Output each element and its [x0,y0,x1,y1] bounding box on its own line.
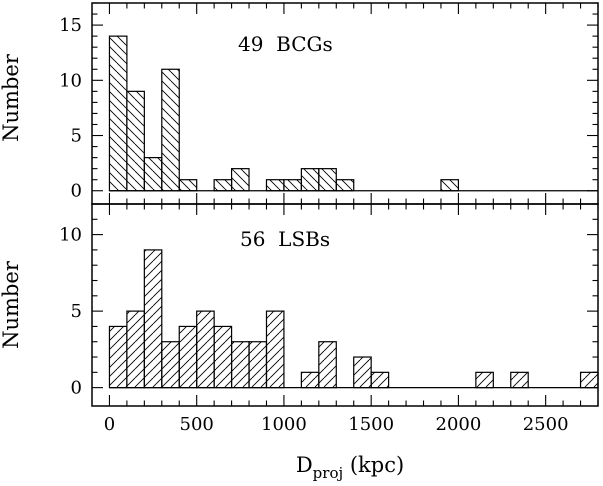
histogram-bar [300,168,320,192]
histogram-bar [475,371,494,389]
histogram-bar [318,341,337,389]
histogram-bar [108,325,128,389]
histogram-bar [230,341,250,389]
histogram-bar [178,325,198,389]
histogram-bar [353,356,372,389]
histogram-bar [196,310,215,389]
x-axis-label-subscript: proj [313,464,343,482]
x-axis-label-unit: (kpc) [350,453,404,477]
histogram-bar [265,179,285,192]
histogram-bar [213,179,233,192]
plot-frame [91,203,599,407]
histogram-bar [335,179,355,192]
histogram-bar [318,168,337,192]
x-tick-label: 2000 [436,414,482,435]
histogram-bar [126,310,145,389]
y-tick-label: 10 [59,70,82,91]
x-axis-label-main: D [296,453,313,477]
x-axis-label: Dproj (kpc) [296,453,404,482]
histogram-bar [178,179,198,192]
lsb-sample-label: 56 LSBs [240,227,330,251]
histogram-bar [579,371,599,389]
histogram-bar [230,168,250,192]
y-tick-label: 10 [59,225,82,246]
x-tick-label: 2500 [523,414,569,435]
histogram-bar [143,249,163,389]
histogram-bar [283,179,302,192]
histogram-bar [440,179,460,192]
histogram-bar [213,325,233,389]
top-y-axis-label: Number [0,53,23,142]
histogram-bar [143,157,163,192]
histogram-bar [370,371,390,389]
x-tick-label: 0 [104,414,115,435]
histogram-bar [161,68,180,192]
x-tick-label: 1500 [348,414,394,435]
bottom-histogram-panel: 0 5 10 0 500 1000 1500 2000 2500 [59,203,599,435]
histogram-bar [265,310,285,389]
histogram-bar [300,371,320,389]
histogram-bar [108,35,128,192]
histogram-bar [161,341,180,389]
histogram-bar [126,90,145,192]
y-tick-label: 0 [71,181,82,202]
y-tick-label: 0 [71,378,82,399]
histogram-bar [510,371,529,389]
y-tick-label: 5 [71,126,82,147]
bcg-sample-label: 49 BCGs [238,32,333,56]
x-tick-label: 1000 [261,414,307,435]
histogram-bar [248,341,268,389]
y-tick-label: 5 [71,301,82,322]
x-tick-label: 500 [180,414,214,435]
bottom-y-axis-label: Number [0,260,23,349]
top-histogram-panel: 0 5 10 15 [59,2,599,205]
y-tick-label: 15 [59,15,82,36]
